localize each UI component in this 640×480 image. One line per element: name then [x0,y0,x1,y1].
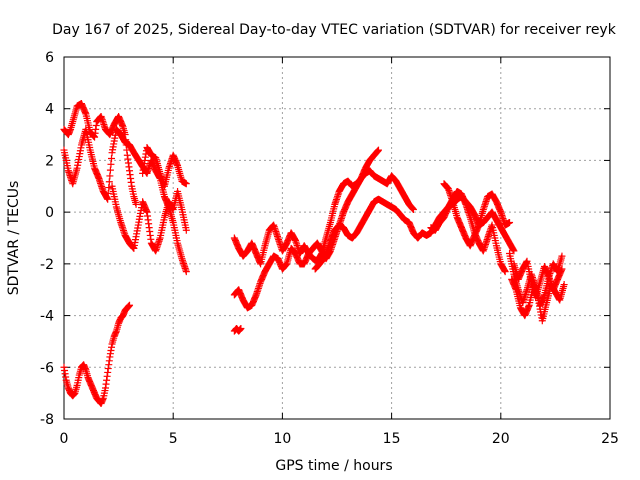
series-trace-h [230,146,382,268]
x-tick-label: 0 [60,431,69,447]
series-trace-b [60,125,190,276]
series-trace-f [230,325,245,335]
x-tick-label: 10 [273,431,291,447]
series-trace-d [139,144,190,190]
data-point [182,268,190,276]
data-point [182,180,190,188]
series-trace-k [440,180,514,250]
plot-frame [63,56,611,420]
x-tick-labels: 0 5 10 15 20 25 [60,431,619,447]
axis-ticks [63,56,611,420]
x-axis-label: GPS time / hours [275,458,392,474]
data-point [560,281,568,289]
data-point [506,218,514,226]
y-tick-label: 4 [45,102,54,118]
series-trace-c [108,182,190,255]
y-tick-label: -8 [40,412,54,428]
y-tick-label: -2 [40,257,54,273]
chart-title: Day 167 of 2025, Sidereal Day-to-day VTE… [52,22,617,38]
x-tick-label: 25 [601,431,619,447]
data-point [182,226,190,234]
series-trace-a [60,100,140,208]
x-tick-label: 5 [169,431,178,447]
data-points [60,100,568,407]
data-point [501,268,509,276]
data-point [374,146,382,154]
series-trace-e [60,301,134,407]
series-trace-n [510,257,566,301]
data-point [558,265,566,273]
y-axis-label: SDTVAR / TECUs [6,181,22,296]
data-point [126,301,134,309]
data-point [510,247,518,255]
y-tick-label: -4 [40,309,54,325]
x-tick-label: 15 [383,431,401,447]
y-tick-label: 6 [45,50,54,66]
y-tick-label: -6 [40,360,54,376]
y-tick-label: 2 [45,153,54,169]
y-tick-labels: -8 -6 -4 -2 0 2 4 6 [40,50,54,428]
data-point [409,206,417,214]
data-point [558,252,566,260]
x-tick-label: 20 [492,431,510,447]
grid-lines [64,57,610,419]
series-trace-g [230,167,417,312]
data-point [237,325,245,332]
data-point [132,200,140,208]
y-tick-label: 0 [45,205,54,221]
series-trace-i [311,193,518,273]
